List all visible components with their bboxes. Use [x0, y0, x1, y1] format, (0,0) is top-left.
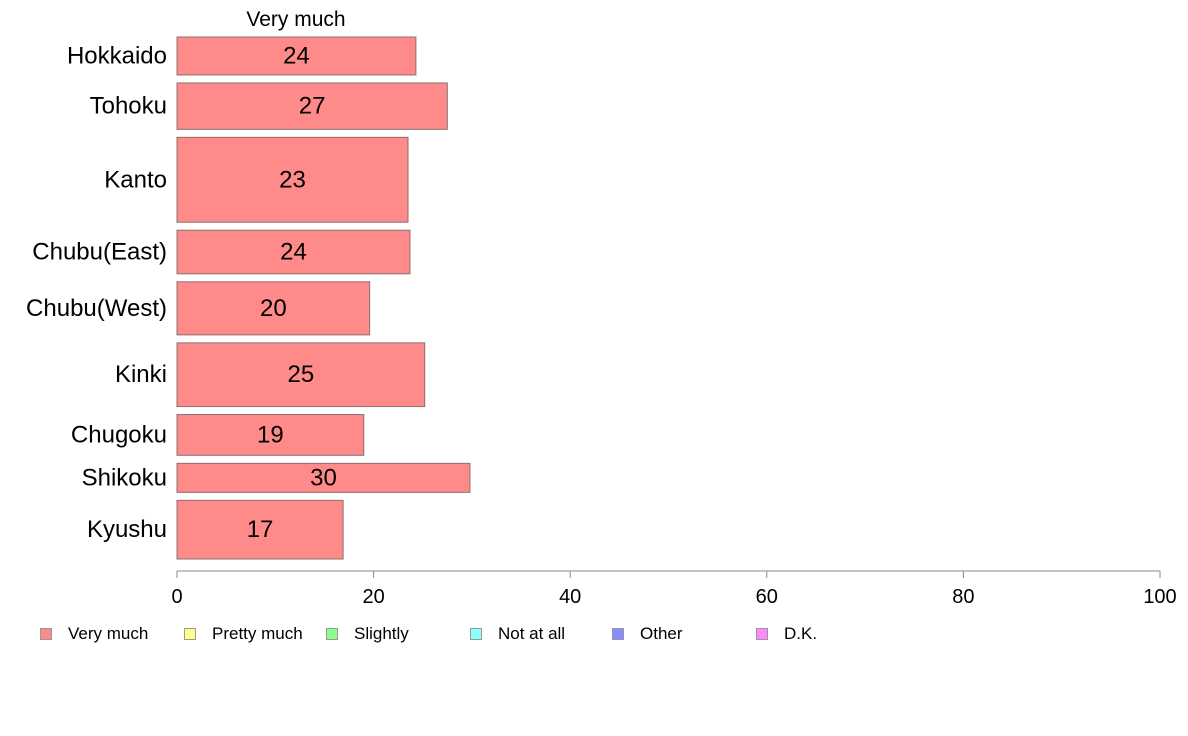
category-label: Kinki — [115, 361, 167, 388]
legend-label: D.K. — [784, 624, 818, 643]
legend-label: Pretty much — [212, 624, 303, 643]
x-tick-label: 60 — [756, 586, 778, 608]
bar-shikoku — [176, 462, 471, 493]
bar-chugoku — [176, 414, 365, 456]
category-label: Tohoku — [90, 93, 167, 120]
bar-chubu-east- — [176, 229, 411, 275]
data-label: 27 — [299, 93, 326, 120]
bar-kyushu — [176, 499, 344, 560]
category-label: Chugoku — [71, 421, 167, 448]
x-tick-label: 0 — [171, 586, 182, 608]
legend-swatch — [184, 628, 196, 640]
legend-item: Other — [612, 624, 683, 644]
category-label: Chubu(East) — [32, 239, 167, 266]
category-label: Kanto — [104, 166, 167, 193]
legend-item: Slightly — [326, 624, 409, 644]
legend: Very much Pretty much Slightly Not at all Ot… — [0, 624, 1188, 644]
category-label: Hokkaido — [67, 42, 167, 69]
legend-swatch — [756, 628, 768, 640]
chart-title: Very much — [246, 8, 345, 31]
bar-chubu-west- — [176, 281, 371, 336]
category-label: Shikoku — [82, 464, 167, 491]
legend-item: Very much — [40, 624, 148, 644]
bar-kinki — [176, 342, 426, 408]
bar-chart: Very much Hokkaido 24 Tohoku 27 Kanto 23 Chubu… — [26, 8, 1177, 608]
x-tick-label: 100 — [1143, 586, 1176, 608]
legend-label: Not at all — [498, 624, 566, 643]
data-label: 19 — [257, 421, 284, 448]
category-label: Kyushu — [87, 516, 167, 543]
legend-item: D.K. — [756, 624, 817, 644]
x-tick-label: 80 — [952, 586, 974, 608]
category-label: Chubu(West) — [26, 295, 167, 322]
data-label: 23 — [279, 166, 306, 193]
x-tick-label: 40 — [559, 586, 581, 608]
data-label: 24 — [283, 42, 310, 69]
bar-kanto — [176, 136, 409, 223]
legend-swatch — [612, 628, 624, 640]
legend-label: Other — [640, 624, 683, 643]
legend-swatch — [470, 628, 482, 640]
legend-label: Slightly — [354, 624, 409, 643]
data-label: 30 — [310, 464, 337, 491]
legend-label: Very much — [68, 624, 149, 643]
data-label: 20 — [260, 295, 287, 322]
data-label: 25 — [288, 361, 315, 388]
bar-tohoku — [176, 82, 448, 130]
data-label: 17 — [247, 516, 274, 543]
legend-item: Pretty much — [184, 624, 303, 644]
bar-hokkaido — [176, 36, 417, 76]
legend-swatch — [40, 628, 52, 640]
x-tick-label: 20 — [362, 586, 384, 608]
legend-swatch — [326, 628, 338, 640]
data-label: 24 — [280, 239, 307, 266]
legend-item: Not at all — [470, 624, 565, 644]
